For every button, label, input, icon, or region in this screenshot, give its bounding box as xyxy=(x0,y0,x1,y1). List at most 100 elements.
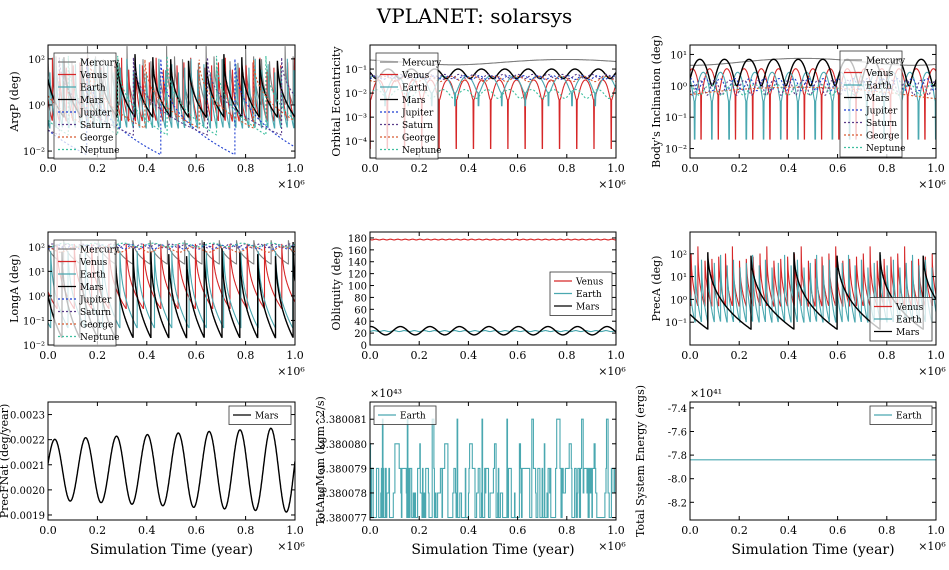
x-tick-label: 0.8 xyxy=(878,524,896,537)
x-tick-label: 0.4 xyxy=(780,349,798,362)
x-tick-label: 0.8 xyxy=(558,349,576,362)
series-saturn xyxy=(690,79,936,96)
x-tick-label: 0.8 xyxy=(878,162,896,175)
legend-label: Neptune xyxy=(866,144,906,154)
legend-label: Mercury xyxy=(80,59,120,69)
subplot-9: 0.0 0.2 0.4 0.6 0.8 1.0 ×10⁶ ×10⁴¹ -8.2 -8.0 -7.8 -… xyxy=(634,385,946,558)
y-tick-label: -8.2 xyxy=(668,498,687,509)
subplot-8: 0.0 0.2 0.4 0.6 0.8 1.0 ×10⁶ ×10⁴³ 3.380077 3.380… xyxy=(314,387,626,558)
x-tick-label: 0.4 xyxy=(460,349,478,362)
y-tick-label: 3.380079 xyxy=(319,464,367,475)
x-tick-label: 0.6 xyxy=(509,349,527,362)
y-tick-label: 10⁻² xyxy=(665,145,687,156)
y-tick-label: 60 xyxy=(354,305,367,316)
x-tick-label: 0.8 xyxy=(237,162,255,175)
y-axis-label: Orbital Eccentricity xyxy=(330,46,343,157)
legend-label: George xyxy=(866,132,899,142)
series-earth xyxy=(370,330,616,333)
axes-frame xyxy=(369,401,617,521)
legend-label: Earth xyxy=(896,316,922,326)
axes-frame xyxy=(689,231,937,346)
x-tick-label: 1.0 xyxy=(286,349,304,362)
legend-label: Mars xyxy=(576,303,600,313)
y-tick-label: 10⁰ xyxy=(28,292,45,303)
x-tick-label: 0.8 xyxy=(237,524,255,537)
y-axis-label: LongA (deg) xyxy=(8,254,21,323)
legend: Mars xyxy=(228,405,292,425)
series-mars xyxy=(370,325,616,336)
x-tick-label: 0.6 xyxy=(187,349,205,362)
plot-area xyxy=(370,238,616,336)
x-tick-label: 0.4 xyxy=(460,162,478,175)
legend-label: Mars xyxy=(866,94,890,104)
x-tick-label: 0.4 xyxy=(780,524,798,537)
x-tick-label: 0.6 xyxy=(829,524,847,537)
y-axis-label: PrecA (deg) xyxy=(650,256,663,322)
x-tick-label: 1.0 xyxy=(607,524,625,537)
x-tick-label: 0.6 xyxy=(509,162,527,175)
y-tick-label: 0 xyxy=(361,341,367,352)
y-tick-label: -8.0 xyxy=(668,475,687,486)
x-tick-label: 0.8 xyxy=(558,162,576,175)
y-tick-label: 10⁻² xyxy=(23,341,45,352)
y-tick-label: 0.0023 xyxy=(10,411,45,422)
x-tick-label: 0.2 xyxy=(410,349,428,362)
legend-label: Earth xyxy=(576,290,602,300)
subplot-7: 0.0 0.2 0.4 0.6 0.8 1.0 ×10⁶ 0.0019 0.0020 0.0021… xyxy=(0,401,305,558)
y-tick-label: 10⁻² xyxy=(23,147,45,158)
y-tick-label: 10¹ xyxy=(28,267,45,278)
x-offset-label: ×10⁶ xyxy=(277,178,305,191)
x-tick-label: 0.8 xyxy=(237,349,255,362)
x-tick-label: 0.0 xyxy=(39,162,57,175)
x-tick-label: 0.2 xyxy=(730,349,748,362)
x-tick-label: 1.0 xyxy=(286,524,304,537)
y-tick-label: 10⁻⁴ xyxy=(345,137,367,148)
x-tick-label: 0.0 xyxy=(361,349,379,362)
y-axis-label: Obliquity (deg) xyxy=(330,246,343,330)
x-tick-label: 0.2 xyxy=(730,524,748,537)
x-tick-label: 1.0 xyxy=(607,162,625,175)
x-tick-label: 0.6 xyxy=(509,524,527,537)
legend-label: Earth xyxy=(80,84,106,94)
legend-label: Earth xyxy=(866,82,892,92)
series-saturn xyxy=(48,57,295,136)
legend-label: George xyxy=(402,134,435,144)
y-tick-label: 140 xyxy=(348,258,367,269)
y-tick-label: 120 xyxy=(348,270,367,281)
y-tick-label: 10² xyxy=(28,55,45,66)
axes-frame xyxy=(369,44,617,159)
series-venus xyxy=(370,238,616,241)
y-axis-label: ArgP (deg) xyxy=(8,71,21,132)
legend-label: Venus xyxy=(895,303,924,313)
x-offset-label: ×10⁶ xyxy=(918,365,946,378)
x-tick-label: 0.8 xyxy=(878,349,896,362)
x-tick-label: 0.8 xyxy=(558,524,576,537)
legend-label: Mercury xyxy=(80,246,120,256)
x-tick-label: 0.6 xyxy=(187,162,205,175)
x-offset-label: ×10⁶ xyxy=(918,178,946,191)
y-axis-label: Body's Inclination (deg) xyxy=(650,35,663,168)
subplot-5: 0.0 0.2 0.4 0.6 0.8 1.0 ×10⁶ 020406080100120140… xyxy=(330,231,626,378)
legend-label: Jupiter xyxy=(401,109,434,119)
legend-label: Neptune xyxy=(402,146,442,156)
y-tick-label: -7.8 xyxy=(668,451,687,462)
y-tick-label: 10⁰ xyxy=(670,295,687,306)
y-tick-label: 10⁻¹ xyxy=(665,113,687,124)
x-tick-label: 0.4 xyxy=(460,524,478,537)
legend-label: George xyxy=(80,134,113,144)
x-tick-label: 0.0 xyxy=(681,524,699,537)
x-tick-label: 0.2 xyxy=(89,349,107,362)
series-george xyxy=(370,75,616,83)
x-tick-label: 0.0 xyxy=(39,349,57,362)
legend: Mercury Venus Earth Mars Jupiter Saturn George… xyxy=(53,52,120,160)
legend-label: Venus xyxy=(79,258,108,268)
legend-label: Mars xyxy=(80,283,104,293)
legend-label: Mars xyxy=(896,328,920,338)
y-tick-label: 0.0021 xyxy=(10,461,45,472)
y-axis-label: PrecFNat (deg/year) xyxy=(0,404,11,519)
series-george xyxy=(690,86,936,100)
y-axis-label: Total System Energy (ergs) xyxy=(634,385,647,537)
legend-label: Mars xyxy=(402,96,426,106)
y-tick-label: 10⁻² xyxy=(345,89,367,100)
